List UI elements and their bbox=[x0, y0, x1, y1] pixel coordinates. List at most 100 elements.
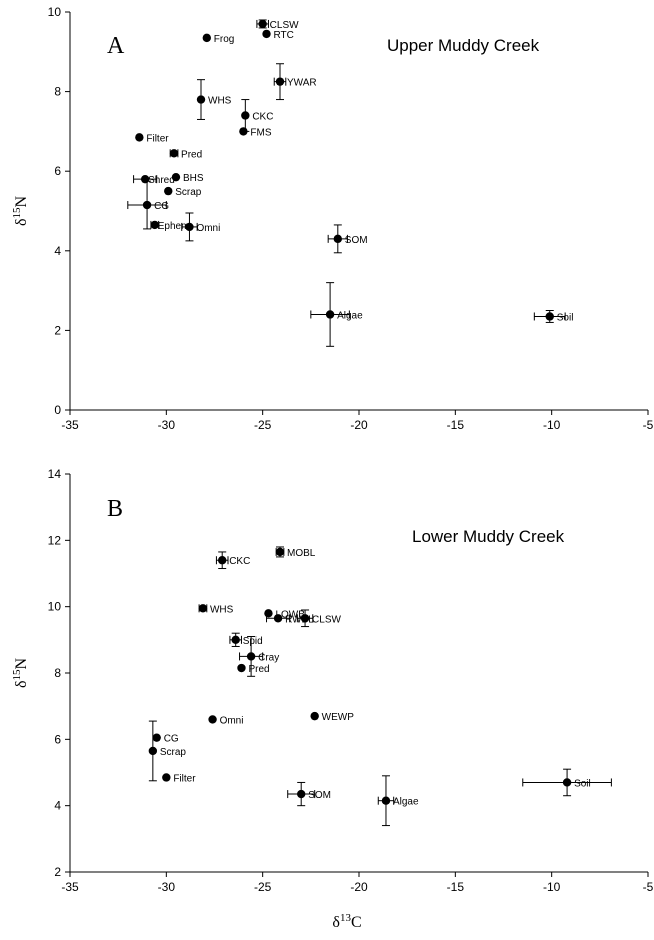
data-point-ywar bbox=[275, 77, 285, 86]
point-label-ckc: CKC bbox=[252, 111, 273, 122]
point-label-omni: Omni bbox=[196, 223, 220, 234]
point-label-bhs: BHS bbox=[183, 173, 204, 184]
point-label-scrap: Scrap bbox=[175, 187, 202, 198]
point-label-fms: FMS bbox=[250, 127, 271, 138]
data-point-fms bbox=[239, 127, 248, 136]
data-point-clsw bbox=[258, 19, 267, 29]
y-tick-label: 8 bbox=[54, 666, 61, 680]
data-point-soil bbox=[545, 312, 554, 321]
y-axis-title: δ15N bbox=[11, 196, 30, 227]
data-point-algae bbox=[381, 796, 391, 805]
point-label-mobl: MOBL bbox=[287, 548, 316, 559]
point-label-som: SOM bbox=[308, 790, 331, 801]
data-point-bhs bbox=[171, 172, 181, 182]
data-point-ephem bbox=[150, 220, 159, 230]
chart-title: Lower Muddy Creek bbox=[412, 527, 565, 546]
y-tick-label: 8 bbox=[54, 85, 61, 99]
point-label-filter: Filter bbox=[146, 133, 169, 144]
y-tick-label: 12 bbox=[48, 533, 62, 547]
data-point-ckc bbox=[241, 111, 250, 120]
data-point-soil bbox=[562, 778, 572, 787]
panel-letter: A bbox=[107, 33, 125, 59]
data-point-ckc bbox=[218, 556, 227, 565]
data-point-omni bbox=[208, 715, 217, 724]
x-tick-label: -25 bbox=[254, 880, 272, 894]
point-label-rwbl: RWBL bbox=[285, 614, 314, 625]
point-label-soil: Soil bbox=[557, 312, 574, 323]
data-point-filter bbox=[162, 773, 171, 782]
y-tick-label: 10 bbox=[48, 5, 62, 19]
data-point-scrap bbox=[164, 186, 173, 196]
point-label-algae: Algae bbox=[337, 310, 363, 321]
point-label-clsw: CLSW bbox=[270, 20, 299, 31]
x-tick-label: -30 bbox=[158, 880, 176, 894]
data-point-frog bbox=[202, 33, 211, 43]
x-tick-label: -5 bbox=[643, 418, 654, 432]
x-tick-label: -30 bbox=[158, 418, 176, 432]
x-tick-label: -20 bbox=[350, 880, 368, 894]
point-label-omni: Omni bbox=[220, 715, 244, 726]
x-tick-label: -15 bbox=[447, 880, 465, 894]
x-tick-label: -10 bbox=[543, 418, 561, 432]
point-label-whs: WHS bbox=[210, 604, 234, 615]
data-point-cray bbox=[246, 652, 256, 661]
y-tick-label: 6 bbox=[54, 164, 61, 178]
x-tick-label: -5 bbox=[643, 880, 654, 894]
data-point-lowb bbox=[264, 609, 273, 618]
data-point-algae bbox=[325, 310, 335, 319]
panel-b: 2 4 6 8 10 12 14 -35 -30 -25 -20 -15 -10 -5 B Lower Mud… bbox=[11, 467, 654, 931]
data-point-whs bbox=[198, 604, 208, 613]
point-label-shred: Shred bbox=[148, 175, 175, 186]
data-point-whs bbox=[196, 95, 206, 104]
point-label-whs: WHS bbox=[208, 96, 232, 107]
point-label-clsw: CLSW bbox=[312, 614, 341, 625]
data-point-rtc bbox=[262, 29, 271, 39]
point-label-som: SOM bbox=[345, 235, 368, 246]
chart-title: Upper Muddy Creek bbox=[387, 36, 540, 55]
y-tick-label: 2 bbox=[54, 865, 61, 879]
data-point-scrap bbox=[148, 746, 158, 756]
point-label-rtc: RTC bbox=[274, 30, 294, 41]
x-tick-label: -25 bbox=[254, 418, 272, 432]
y-axis-title: δ15N bbox=[11, 658, 30, 689]
data-point-clsw bbox=[300, 614, 310, 623]
data-point-spid bbox=[231, 635, 240, 645]
x-tick-label: -15 bbox=[447, 418, 465, 432]
point-label-ckc: CKC bbox=[229, 556, 250, 567]
point-label-pred: Pred bbox=[181, 149, 202, 160]
point-label-wewp: WEWP bbox=[322, 712, 355, 723]
point-label-cg: CG bbox=[164, 734, 179, 745]
data-point-mobl bbox=[275, 547, 285, 557]
panel-a: 0 2 4 6 8 10 -35 -30 -25 -20 -15 -10 -5 A Upper Muddy … bbox=[11, 5, 654, 432]
point-label-frog: Frog bbox=[214, 34, 235, 45]
x-tick-label: -10 bbox=[543, 880, 561, 894]
point-label-lowb: LOWB bbox=[275, 609, 305, 620]
point-label-filter: Filter bbox=[173, 773, 196, 784]
data-point-pred bbox=[169, 149, 179, 158]
point-label-spid: Spid bbox=[243, 636, 263, 647]
y-tick-label: 6 bbox=[54, 732, 61, 746]
point-label-ephem: Ephem bbox=[158, 221, 190, 232]
y-tick-label: 0 bbox=[54, 403, 61, 417]
x-tick-label: -35 bbox=[61, 880, 79, 894]
point-label-cg: CG bbox=[154, 201, 169, 212]
y-tick-label: 10 bbox=[48, 600, 62, 614]
data-point-omni bbox=[185, 222, 194, 232]
data-point-cg bbox=[152, 733, 161, 742]
data-point-rwbl bbox=[273, 614, 283, 623]
x-axis-title: δ13C bbox=[332, 912, 361, 931]
point-label-soil: Soil bbox=[574, 778, 591, 789]
data-point-filter bbox=[135, 133, 144, 142]
y-tick-label: 2 bbox=[54, 323, 61, 337]
x-tick-label: -35 bbox=[61, 418, 79, 432]
data-point-wewp bbox=[310, 711, 319, 721]
x-tick-label: -20 bbox=[350, 418, 368, 432]
point-label-ywar: YWAR bbox=[287, 78, 317, 89]
data-point-pred bbox=[237, 663, 246, 673]
y-tick-label: 4 bbox=[54, 244, 61, 258]
point-label-algae: Algae bbox=[393, 797, 419, 808]
point-label-scrap: Scrap bbox=[160, 747, 187, 758]
y-tick-label: 14 bbox=[48, 467, 62, 481]
data-point-som bbox=[333, 234, 343, 244]
